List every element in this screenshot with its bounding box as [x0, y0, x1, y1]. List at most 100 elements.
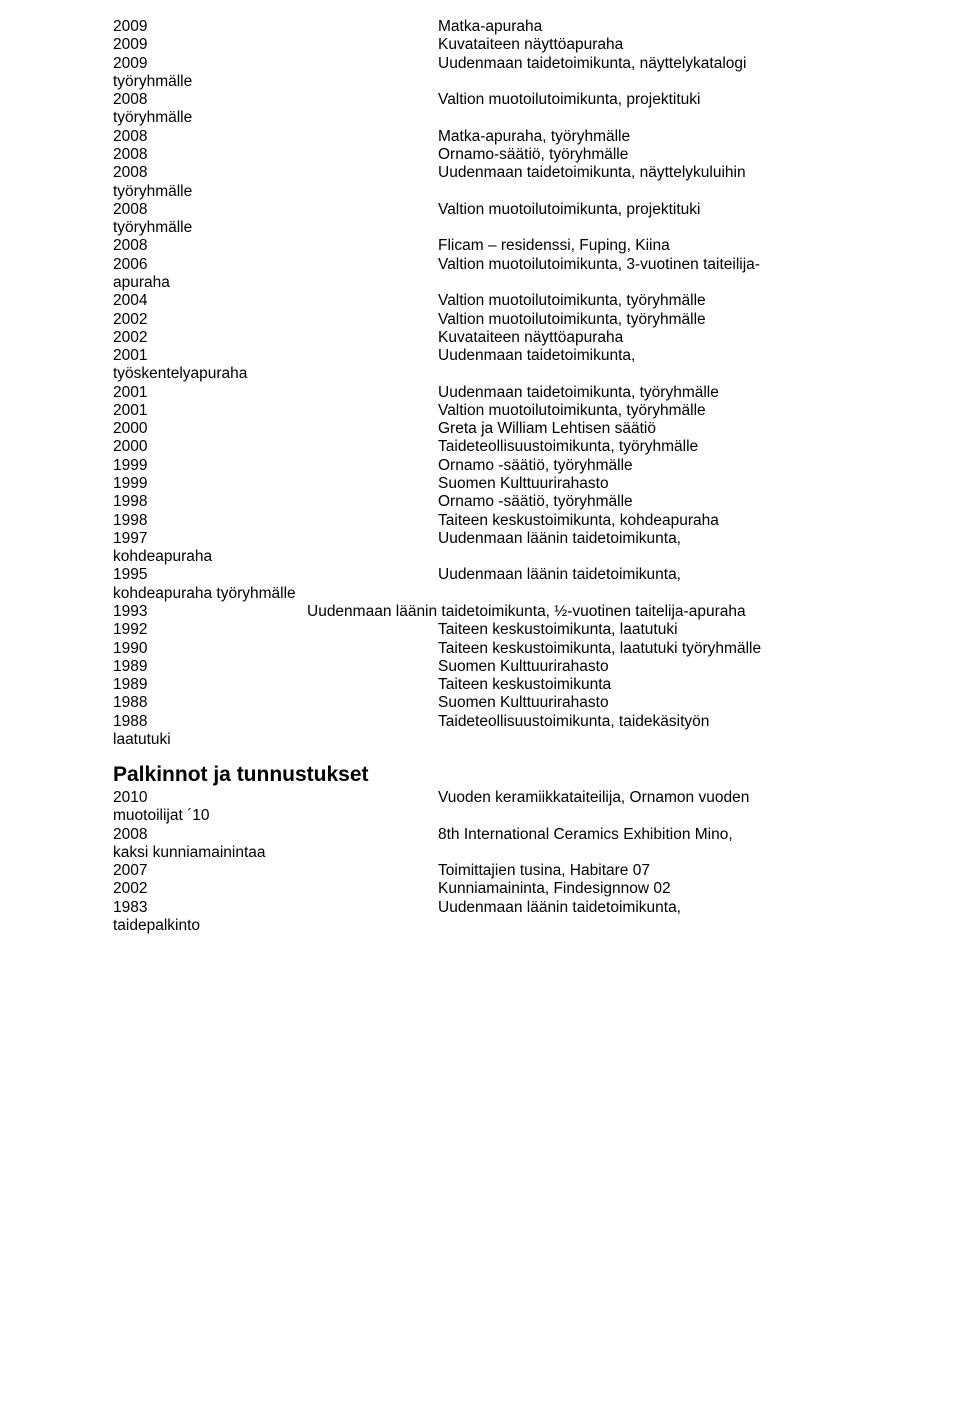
year-cell: 2002 [113, 311, 438, 329]
list-item: 1999Suomen Kulttuurirahasto [113, 475, 960, 493]
year-cell: 1995 [113, 566, 438, 584]
year-cell: 1989 [113, 658, 438, 676]
year-cell: 1998 [113, 512, 438, 530]
list-item: 2008Ornamo-säätiö, työryhmälle [113, 146, 960, 164]
list-item: 1988Suomen Kulttuurirahasto [113, 694, 960, 712]
continuation-line: muotoilijat ´10 [113, 807, 960, 825]
continuation-line: laatutuki [113, 731, 960, 749]
year-cell: 1999 [113, 457, 438, 475]
year-cell: 2010 [113, 789, 438, 807]
list-item: 2002Kuvataiteen näyttöapuraha [113, 329, 960, 347]
description-cell: Taiteen keskustoimikunta, laatutuki työr… [438, 640, 761, 658]
year-cell: 2008 [113, 91, 438, 109]
list-item: 2008Flicam – residenssi, Fuping, Kiina [113, 237, 960, 255]
list-item: 2000Greta ja William Lehtisen säätiö [113, 420, 960, 438]
list-item: 1983Uudenmaan läänin taidetoimikunta, [113, 899, 960, 917]
description-cell: Valtion muotoilutoimikunta, projektituki [438, 91, 700, 109]
list-item: 2009Kuvataiteen näyttöapuraha [113, 36, 960, 54]
list-item: 2004Valtion muotoilutoimikunta, työryhmä… [113, 292, 960, 310]
description-cell: Ornamo -säätiö, työryhmälle [438, 457, 633, 475]
list-item: 1999Ornamo -säätiö, työryhmälle [113, 457, 960, 475]
description-cell: Uudenmaan taidetoimikunta, näyttelykatal… [438, 55, 746, 73]
year-cell: 1997 [113, 530, 438, 548]
year-cell: 1990 [113, 640, 438, 658]
description-cell: Suomen Kulttuurirahasto [438, 475, 609, 493]
continuation-line: kohdeapuraha työryhmälle [113, 585, 960, 603]
description-cell: Uudenmaan läänin taidetoimikunta, [438, 899, 681, 917]
list-item: 2001Valtion muotoilutoimikunta, työryhmä… [113, 402, 960, 420]
description-cell: Ornamo-säätiö, työryhmälle [438, 146, 628, 164]
year-cell: 2009 [113, 18, 438, 36]
year-cell: 2001 [113, 347, 438, 365]
list-item: 2001Uudenmaan taidetoimikunta, työryhmäl… [113, 384, 960, 402]
year-cell: 2000 [113, 438, 438, 456]
description-cell: Valtion muotoilutoimikunta, työryhmälle [438, 292, 706, 310]
description-cell: Taiteen keskustoimikunta, kohdeapuraha [438, 512, 719, 530]
list-item: 2000Taideteollisuustoimikunta, työryhmäl… [113, 438, 960, 456]
list-item: 2010Vuoden keramiikkataiteilija, Ornamon… [113, 789, 960, 807]
list-item: 1997Uudenmaan läänin taidetoimikunta, [113, 530, 960, 548]
description-cell: Matka-apuraha, työryhmälle [438, 128, 630, 146]
list-item: 2008Matka-apuraha, työryhmälle [113, 128, 960, 146]
list-item: 20088th International Ceramics Exhibitio… [113, 826, 960, 844]
continuation-line: työryhmälle [113, 219, 960, 237]
list-item: 1988Taideteollisuustoimikunta, taidekäsi… [113, 713, 960, 731]
year-cell: 2008 [113, 201, 438, 219]
continuation-line: työryhmälle [113, 109, 960, 127]
year-cell: 1999 [113, 475, 438, 493]
list-item: 2002Kunniamaininta, Findesignnow 02 [113, 880, 960, 898]
list-item: 1989Suomen Kulttuurirahasto [113, 658, 960, 676]
continuation-line: työryhmälle [113, 73, 960, 91]
year-cell: 1992 [113, 621, 438, 639]
description-cell: Uudenmaan läänin taidetoimikunta, [438, 566, 681, 584]
year-cell: 2002 [113, 329, 438, 347]
description-cell: Suomen Kulttuurirahasto [438, 658, 609, 676]
description-cell: Taiteen keskustoimikunta, laatutuki [438, 621, 678, 639]
year-cell: 2004 [113, 292, 438, 310]
continuation-line: kohdeapuraha [113, 548, 960, 566]
list-item: 1993Uudenmaan läänin taidetoimikunta, ½-… [113, 603, 960, 621]
description-cell: Uudenmaan taidetoimikunta, näyttelykului… [438, 164, 746, 182]
description-cell: Uudenmaan läänin taidetoimikunta, ½-vuot… [307, 603, 746, 621]
description-cell: Kunniamaininta, Findesignnow 02 [438, 880, 671, 898]
list-item: 2008Valtion muotoilutoimikunta, projekti… [113, 91, 960, 109]
grants-list: 2009Matka-apuraha2009Kuvataiteen näyttöa… [113, 18, 960, 749]
description-cell: Vuoden keramiikkataiteilija, Ornamon vuo… [438, 789, 749, 807]
description-cell: Kuvataiteen näyttöapuraha [438, 329, 623, 347]
continuation-line: työskentelyapuraha [113, 365, 960, 383]
awards-list: 2010Vuoden keramiikkataiteilija, Ornamon… [113, 789, 960, 935]
year-cell: 2000 [113, 420, 438, 438]
year-cell: 2008 [113, 164, 438, 182]
description-cell: Greta ja William Lehtisen säätiö [438, 420, 656, 438]
year-cell: 2008 [113, 128, 438, 146]
list-item: 2002Valtion muotoilutoimikunta, työryhmä… [113, 311, 960, 329]
continuation-line: kaksi kunniamainintaa [113, 844, 960, 862]
description-cell: Valtion muotoilutoimikunta, 3-vuotinen t… [438, 256, 760, 274]
year-cell: 2001 [113, 384, 438, 402]
list-item: 1998Ornamo -säätiö, työryhmälle [113, 493, 960, 511]
description-cell: Valtion muotoilutoimikunta, työryhmälle [438, 402, 706, 420]
year-cell: 2001 [113, 402, 438, 420]
list-item: 2008Valtion muotoilutoimikunta, projekti… [113, 201, 960, 219]
year-cell: 1983 [113, 899, 438, 917]
year-cell: 2008 [113, 826, 438, 844]
list-item: 1998Taiteen keskustoimikunta, kohdeapura… [113, 512, 960, 530]
description-cell: Flicam – residenssi, Fuping, Kiina [438, 237, 670, 255]
year-cell: 1988 [113, 694, 438, 712]
description-cell: Valtion muotoilutoimikunta, projektituki [438, 201, 700, 219]
description-cell: Uudenmaan taidetoimikunta, työryhmälle [438, 384, 719, 402]
description-cell: Taiteen keskustoimikunta [438, 676, 611, 694]
list-item: 2008Uudenmaan taidetoimikunta, näyttelyk… [113, 164, 960, 182]
list-item: 2001Uudenmaan taidetoimikunta, [113, 347, 960, 365]
description-cell: Toimittajien tusina, Habitare 07 [438, 862, 650, 880]
description-cell: 8th International Ceramics Exhibition Mi… [438, 826, 733, 844]
description-cell: Kuvataiteen näyttöapuraha [438, 36, 623, 54]
list-item: 1989Taiteen keskustoimikunta [113, 676, 960, 694]
description-cell: Taideteollisuustoimikunta, taidekäsityön [438, 713, 709, 731]
year-cell: 2009 [113, 55, 438, 73]
year-cell: 1988 [113, 713, 438, 731]
list-item: 2009Matka-apuraha [113, 18, 960, 36]
description-cell: Matka-apuraha [438, 18, 542, 36]
year-cell: 2008 [113, 146, 438, 164]
year-cell: 2007 [113, 862, 438, 880]
